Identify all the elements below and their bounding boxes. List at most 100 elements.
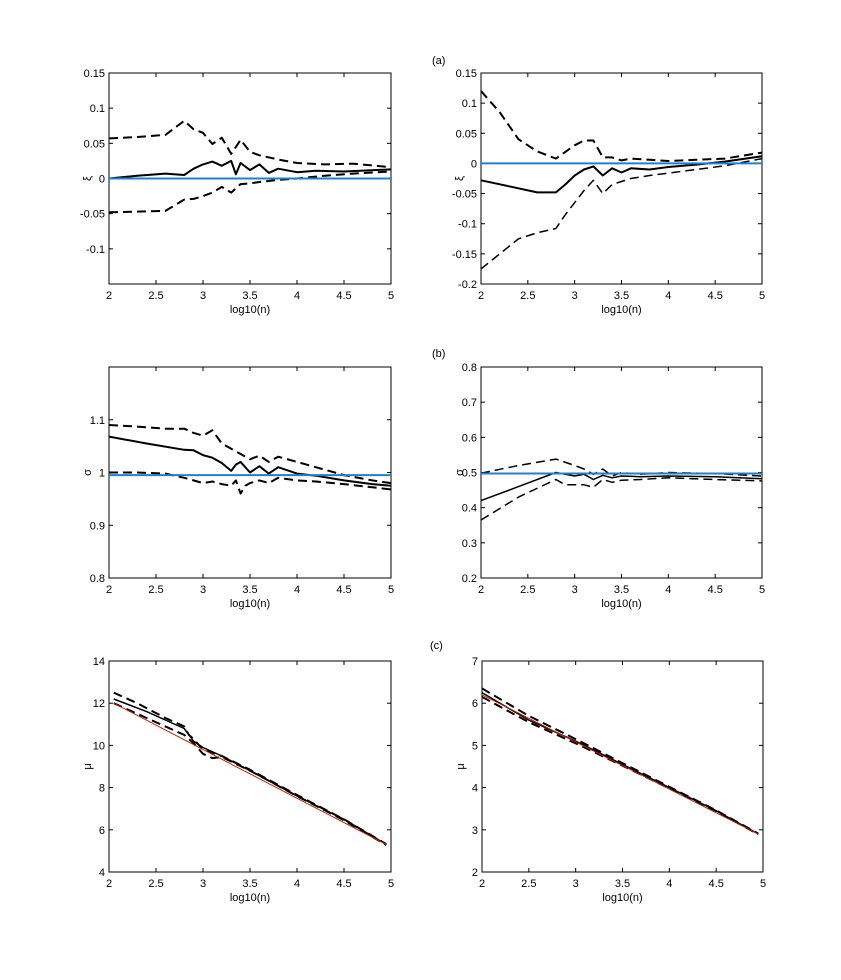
series-upper-bound: [480, 458, 763, 477]
x-tick-label: 2.5: [148, 584, 163, 596]
x-tick-label: 2.5: [148, 878, 163, 890]
x-tick-label: 5: [388, 584, 394, 596]
y-tick-label: 6: [472, 698, 478, 710]
x-tick-label: 5: [388, 878, 394, 890]
series-upper-bound: [480, 90, 763, 162]
y-tick-label: 4: [472, 783, 478, 795]
series-mean: [480, 155, 763, 194]
series-mean: [480, 471, 763, 502]
x-tick-label: 3: [200, 584, 206, 596]
y-tick-label: -0.15: [452, 249, 477, 261]
plot-b-left: 2 2.5 3 3.5 4 4.5 5 0.8 0.9 1 1.1 log10(n) σ: [82, 366, 394, 610]
x-tick-label: 3: [572, 290, 578, 302]
x-tick-label: 2: [106, 584, 112, 596]
y-tick-label: 0.4: [462, 503, 477, 515]
y-tick-label: 2: [472, 867, 478, 879]
axes-frame: [480, 366, 763, 579]
plot-c-right: 2 2.5 3 3.5 4 4.5 5 2 3 4 5 6 7 log10(n) μ: [455, 656, 766, 904]
y-tick-label: 10: [93, 740, 105, 752]
x-tick-label: 5: [760, 878, 766, 890]
x-tick-label: 4.5: [336, 878, 351, 890]
y-tick-label: 0.05: [84, 138, 105, 150]
plot-a-left: 2 2.5 3 3.5 4 4.5 5 -0.1 -0.05 0 0.05 0.1 0.15 log10(…: [80, 68, 394, 316]
x-tick-label: 4: [294, 290, 300, 302]
x-tick-label: 3: [200, 878, 206, 890]
x-axis-label: log10(n): [601, 598, 641, 610]
y-tick-label: -0.05: [80, 209, 105, 221]
panel-label-b: (b): [432, 348, 445, 360]
y-tick-label: 12: [93, 698, 105, 710]
fit-line: [113, 702, 387, 846]
series-mean: [108, 159, 392, 180]
series-lower-bound: [109, 471, 392, 495]
y-tick-label: 0.1: [90, 103, 105, 115]
y-tick-label: 0.8: [90, 573, 105, 585]
x-tick-label: 2.5: [520, 290, 535, 302]
x-tick-label: 4: [665, 290, 671, 302]
x-tick-label: 3.5: [242, 878, 257, 890]
axes-frame: [108, 660, 392, 873]
x-tick-label: 2: [106, 878, 112, 890]
panel-label-c: (c): [430, 640, 443, 652]
x-axis-label: log10(n): [230, 598, 270, 610]
x-tick-label: 4: [666, 878, 672, 890]
y-axis-label: μ: [82, 763, 94, 769]
y-axis-label: σ: [82, 469, 94, 476]
x-tick-label: 4.5: [336, 290, 351, 302]
y-tick-label: 0.8: [462, 362, 477, 374]
series-upper-bound: [108, 119, 392, 169]
y-tick-label: 0.7: [462, 397, 477, 409]
y-tick-label: -0.1: [458, 219, 477, 231]
x-tick-label: 2: [106, 290, 112, 302]
y-tick-label: 1.1: [90, 415, 105, 427]
x-axis-label: log10(n): [230, 304, 270, 316]
y-tick-label: 6: [99, 825, 105, 837]
x-tick-label: 2: [478, 290, 484, 302]
plot-b-right: 2 2.5 3 3.5 4 4.5 5 0.2 0.3 0.4 0.5 0.6 0.7 0.8 log10(…: [454, 362, 765, 610]
x-tick-label: 2: [478, 584, 484, 596]
plot-a-right: 2 2.5 3 3.5 4 4.5 5 -0.2 -0.15 -0.1 -0.05 0 0.05 0.1 0…: [452, 68, 765, 316]
y-tick-label: -0.05: [452, 189, 477, 201]
y-tick-label: 14: [93, 656, 105, 668]
x-tick-label: 4.5: [709, 878, 724, 890]
y-tick-label: 0.3: [462, 538, 477, 550]
x-axis-label: log10(n): [602, 892, 642, 904]
x-tick-label: 4: [665, 584, 671, 596]
y-tick-label: 0.1: [462, 98, 477, 110]
y-tick-label: 5: [472, 740, 478, 752]
y-tick-label: 0.05: [456, 128, 477, 140]
x-tick-label: 5: [759, 584, 765, 596]
x-tick-label: 4.5: [708, 290, 723, 302]
x-tick-label: 5: [388, 290, 394, 302]
x-tick-label: 2.5: [148, 290, 163, 302]
y-axis-label: ξ: [454, 176, 466, 181]
y-tick-label: -0.1: [86, 244, 105, 256]
x-tick-label: 2.5: [520, 584, 535, 596]
x-tick-label: 4.5: [336, 584, 351, 596]
x-axis-label: log10(n): [601, 304, 641, 316]
x-tick-label: 2.5: [521, 878, 536, 890]
series-lower-bound: [480, 157, 763, 270]
y-tick-label: 0.6: [462, 432, 477, 444]
x-tick-label: 2: [479, 878, 485, 890]
x-tick-label: 4.5: [708, 584, 723, 596]
y-tick-label: 7: [472, 656, 478, 668]
series-upper-bound: [481, 687, 759, 835]
x-tick-label: 3.5: [614, 290, 629, 302]
y-axis-label: σ: [454, 469, 466, 476]
y-tick-label: 0.5: [462, 468, 477, 480]
x-tick-label: 4: [294, 878, 300, 890]
y-tick-label: 1: [99, 468, 105, 480]
y-tick-label: 8: [99, 783, 105, 795]
plot-c-left: 2 2.5 3 3.5 4 4.5 5 4 6 8 10 12 14 log10(n) μ: [82, 656, 394, 904]
panel-label-a: (a): [432, 55, 445, 67]
x-tick-label: 3: [200, 290, 206, 302]
y-tick-label: 0: [99, 174, 105, 186]
y-tick-label: 4: [99, 867, 105, 879]
x-tick-label: 4: [294, 584, 300, 596]
fit-line: [481, 694, 759, 835]
series-lower-bound: [480, 477, 763, 521]
series-lower-bound: [108, 170, 392, 214]
x-tick-label: 3: [572, 584, 578, 596]
